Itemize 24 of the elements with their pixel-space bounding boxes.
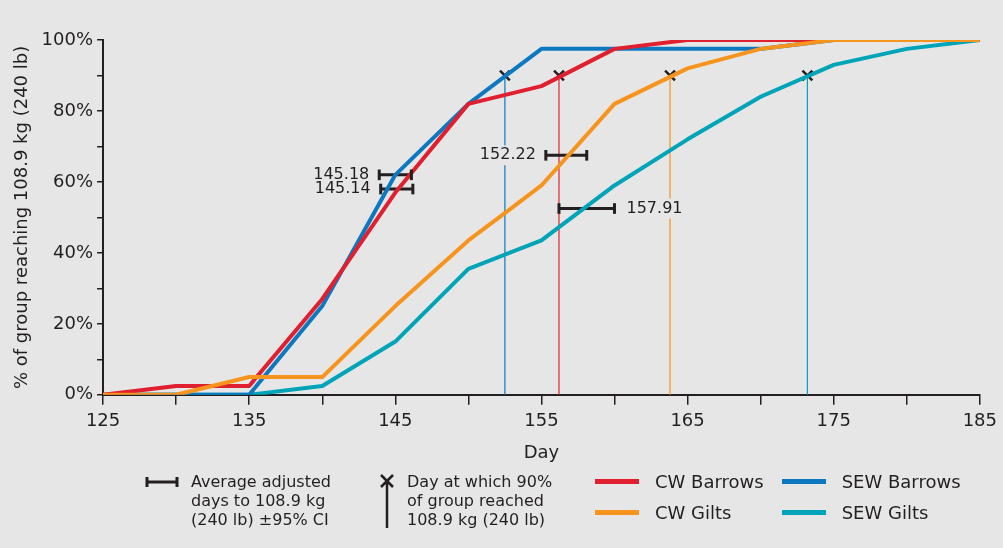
x-tick-label: 185: [962, 409, 997, 431]
annotation: 152.22: [479, 144, 536, 164]
y-tick-label: 60%: [53, 169, 94, 191]
x-tick-label: 125: [85, 409, 121, 431]
y-tick-label: 80%: [53, 98, 94, 120]
y-axis-title: % of group reaching 108.9 kg (240 lb): [10, 45, 32, 390]
legend-label: CW Barrows: [655, 471, 764, 492]
x-tick-label: 165: [670, 409, 705, 431]
x-tick-label: 155: [524, 409, 559, 431]
legend-label: SEW Barrows: [841, 471, 961, 492]
legend-label: Day at which 90% of group reached 108.9 kg (240 lb): [407, 472, 554, 529]
y-tick-label: 20%: [53, 311, 94, 333]
y-tick-label: 40%: [53, 240, 94, 262]
x-tick-label: 135: [232, 409, 267, 431]
y-tick-label: 100%: [41, 27, 94, 49]
annotation: 145.14: [314, 178, 371, 198]
legend-label: Average adjusted days to 108.9 kg (240 lb) ±95% CI: [191, 472, 332, 529]
legend-label: SEW Gilts: [841, 502, 929, 523]
y-tick-label: 0%: [64, 382, 94, 404]
x-tick-label: 175: [816, 409, 851, 431]
x-tick-label: 145: [378, 409, 413, 431]
x-axis-title: Day: [523, 440, 560, 462]
annotation: 157.91: [626, 197, 683, 217]
legend-label: CW Gilts: [655, 502, 732, 523]
